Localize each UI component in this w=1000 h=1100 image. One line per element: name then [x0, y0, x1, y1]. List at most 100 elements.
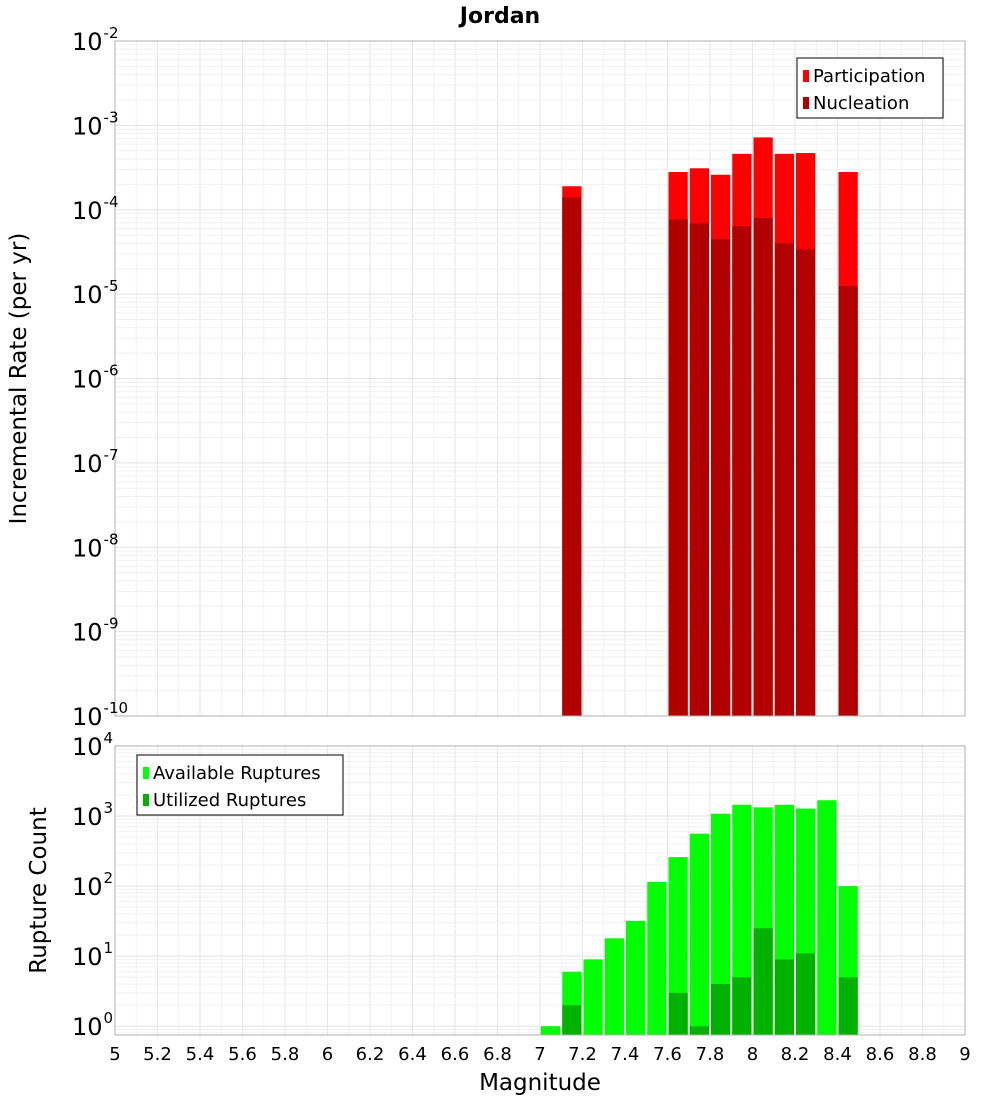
bar — [689, 833, 709, 1035]
y-tick-label: 10-3 — [72, 108, 119, 140]
bar — [774, 959, 794, 1035]
bar — [796, 953, 816, 1035]
legend: Participation Nucleation — [796, 57, 944, 119]
y-tick-base: 10 — [72, 28, 103, 56]
y-tick-base: 10 — [72, 112, 103, 140]
x-tick-label: 9 — [959, 1044, 970, 1065]
bar — [541, 1026, 561, 1035]
y-tick-base: 10 — [72, 281, 103, 309]
x-tick-label: 8.8 — [908, 1044, 937, 1065]
grid — [114, 40, 966, 717]
bar — [668, 857, 688, 1035]
x-tick-label: 8 — [747, 1044, 758, 1065]
y-tick-base: 10 — [72, 943, 103, 971]
x-tick-label: 6.4 — [398, 1044, 427, 1065]
bar — [668, 219, 688, 717]
x-tick-labels: 5 5.2 5.4 5.6 5.8 6 6.2 6.4 6.6 6.8 7 7.2 7.4 7.6 7.8 8… — [109, 1044, 970, 1065]
y-tick-exponent: 0 — [104, 1009, 114, 1027]
y-tick-label: 103 — [72, 799, 113, 831]
y-tick-label: 104 — [72, 729, 113, 761]
series-utilized-ruptures — [562, 928, 858, 1035]
y-tick-exponent: -6 — [104, 362, 119, 380]
x-tick-label: 5.2 — [143, 1044, 172, 1065]
y-tick-base: 10 — [72, 619, 103, 647]
y-tick-base: 10 — [72, 733, 103, 761]
legend-swatch — [143, 767, 149, 779]
x-axis-label: Magnitude — [479, 1070, 601, 1096]
y-tick-exponent: -3 — [104, 108, 119, 126]
bar — [668, 992, 688, 1035]
x-tick-label: 6.6 — [441, 1044, 470, 1065]
y-tick-label: 10-5 — [72, 277, 119, 309]
bar — [796, 249, 816, 716]
y-tick-base: 10 — [72, 534, 103, 562]
y-tick-exponent: -7 — [104, 446, 119, 464]
bar — [753, 217, 773, 716]
y-tick-exponent: -5 — [104, 277, 119, 295]
y-tick-label: 10-7 — [72, 446, 119, 478]
x-tick-label: 7 — [534, 1044, 545, 1065]
y-tick-label: 10-2 — [72, 24, 119, 56]
legend-swatch — [803, 70, 809, 82]
bar — [817, 800, 837, 1035]
x-tick-label: 8.4 — [823, 1044, 852, 1065]
y-tick-label: 101 — [72, 939, 113, 971]
legend: Available Ruptures Utilized Ruptures — [136, 754, 344, 816]
x-tick-label: 5.8 — [271, 1044, 300, 1065]
bar — [753, 928, 773, 1035]
y-tick-exponent: 1 — [104, 939, 114, 957]
legend-swatch — [803, 97, 809, 109]
bar — [562, 1005, 582, 1035]
x-tick-label: 7.2 — [568, 1044, 597, 1065]
y-tick-label: 10-6 — [72, 362, 119, 394]
y-tick-base: 10 — [72, 703, 103, 731]
y-tick-base: 10 — [72, 450, 103, 478]
bar — [647, 881, 667, 1035]
y-tick-base: 10 — [72, 873, 103, 901]
bar — [838, 977, 858, 1035]
y-tick-exponent: 3 — [104, 799, 114, 817]
x-tick-label: 5.4 — [186, 1044, 215, 1065]
legend-swatch — [143, 794, 149, 806]
x-tick-label: 6.2 — [356, 1044, 385, 1065]
bar — [732, 977, 752, 1035]
y-tick-base: 10 — [72, 803, 103, 831]
x-tick-label: 7.8 — [696, 1044, 725, 1065]
y-tick-exponent: -4 — [104, 193, 119, 211]
legend-box — [136, 754, 344, 816]
chart-title: Jordan — [458, 4, 540, 29]
y-tick-exponent: 2 — [104, 869, 114, 887]
x-tick-label: 5 — [109, 1044, 120, 1065]
legend-label: Utilized Ruptures — [153, 790, 306, 811]
bar — [711, 239, 731, 716]
bar — [689, 1026, 709, 1035]
bar — [732, 226, 752, 716]
plot-frame — [114, 40, 966, 717]
y-tick-label: 10-4 — [72, 193, 119, 225]
y-tick-label: 100 — [72, 1009, 113, 1041]
y-axis-label: Incremental Rate (per yr) — [6, 233, 32, 525]
x-tick-label: 6.8 — [483, 1044, 512, 1065]
bar — [838, 285, 858, 716]
series-nucleation — [562, 197, 858, 717]
x-tick-label: 6 — [322, 1044, 333, 1065]
x-tick-label: 5.6 — [228, 1044, 257, 1065]
y-tick-exponent: -8 — [104, 530, 119, 548]
plot-frame — [114, 745, 966, 1036]
bar — [583, 959, 603, 1035]
bar — [604, 938, 624, 1035]
y-tick-exponent: -9 — [104, 615, 119, 633]
bar — [626, 920, 646, 1035]
legend-label: Available Ruptures — [153, 763, 321, 784]
legend-label: Participation — [813, 66, 925, 87]
y-tick-base: 10 — [72, 1013, 103, 1041]
bar — [711, 813, 731, 1035]
y-tick-base: 10 — [72, 366, 103, 394]
legend-box — [796, 57, 944, 119]
y-tick-exponent: -10 — [104, 699, 129, 717]
